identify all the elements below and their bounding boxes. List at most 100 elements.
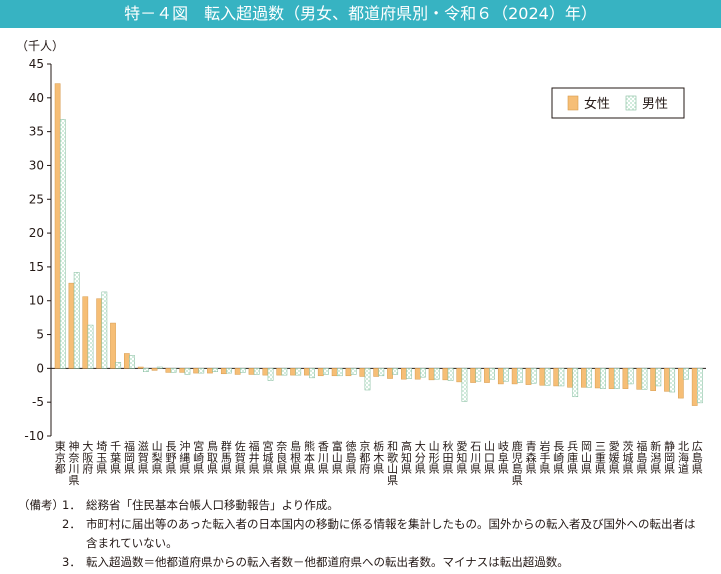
bar-female: [290, 368, 296, 376]
bar-female: [151, 368, 158, 371]
x-tick-label: 岩手県: [539, 439, 550, 476]
bar-female: [581, 368, 587, 388]
x-tick-label: 香川県: [318, 440, 329, 476]
bar-male: [641, 368, 648, 390]
bar-male: [143, 368, 149, 372]
bar-male: [184, 368, 191, 375]
x-tick-label: 愛媛県: [609, 440, 620, 476]
x-tick-label: 東京都: [55, 440, 66, 476]
bar-male: [544, 368, 551, 386]
bar-female: [304, 368, 310, 376]
x-tick-label: 神奈川県: [69, 439, 80, 487]
bar-male: [420, 368, 426, 378]
x-tick-label: 佐賀県: [235, 439, 246, 476]
bar-male: [406, 368, 412, 379]
legend-label-female: 女性: [584, 96, 610, 112]
bar-male: [627, 368, 634, 385]
note-item-2: 2． 市町村に届出等のあった転入者の日本国内の移動に係る情報を集計したもの。国外…: [18, 515, 708, 553]
bar-female: [345, 368, 352, 377]
bar-male: [447, 368, 454, 381]
bar-female: [414, 368, 421, 380]
bar-female: [234, 368, 241, 375]
bar-female: [262, 368, 269, 376]
bar-female: [539, 368, 546, 386]
x-tick-label: 京都府: [359, 439, 370, 476]
y-tick-label: 40: [29, 91, 44, 105]
bar-male: [378, 368, 385, 377]
x-tick-label: 埼玉県: [96, 439, 107, 476]
y-tick-label: -10: [24, 429, 44, 443]
bar-male: [226, 368, 232, 374]
note-number: 3．: [62, 555, 81, 569]
bar-male: [101, 291, 108, 369]
bar-female: [110, 322, 116, 369]
bar-female: [567, 368, 573, 388]
x-tick-label: 岡山県: [581, 440, 592, 476]
bar-male: [392, 368, 399, 375]
bar-female: [525, 368, 532, 385]
x-tick-label: 兵庫県: [567, 440, 578, 476]
bar-female: [622, 368, 629, 389]
x-tick-label: 愛知県: [456, 440, 467, 476]
bar-male: [115, 362, 122, 369]
bar-male: [73, 272, 80, 369]
bar-male: [572, 368, 579, 398]
note-text: 総務省「住民基本台帳人口移動報告」より作成。: [86, 498, 339, 512]
bar-female: [68, 282, 75, 369]
bar-male: [336, 368, 343, 377]
chart-title: 特－４図 転入超過数（男女、都道府県別・令和６（2024）年）: [124, 4, 597, 23]
bar-male: [517, 368, 523, 383]
bar-male: [613, 368, 620, 389]
notes-head: （備考）: [18, 498, 64, 512]
bar-male: [475, 368, 482, 382]
x-tick-label: 和歌山県: [387, 440, 398, 487]
bar-male: [59, 119, 66, 369]
bar-female: [387, 368, 393, 379]
bar-chart: （千人） 45 40 35 30 25 20 15 10 5 0 -5 -10 東京都神奈川県大阪府埼玉県…: [16, 39, 706, 487]
bar-female: [428, 368, 435, 381]
bar-female: [442, 368, 449, 381]
bar-female: [137, 366, 144, 369]
bar-female: [207, 368, 213, 374]
x-tick-label: 北海道: [678, 440, 689, 476]
x-tick-label: 長崎県: [553, 440, 564, 476]
x-tick-label: 千葉県: [110, 440, 121, 476]
bar-male: [600, 368, 606, 389]
notes: （備考） 1． 総務省「住民基本台帳人口移動報告」より作成。 2． 市町村に届出…: [18, 496, 708, 572]
x-tick-label: 長野県: [166, 440, 177, 476]
bar-male: [156, 366, 163, 369]
x-tick-label: 石川県: [470, 440, 481, 476]
bar-male: [253, 368, 260, 375]
x-tick-label: 富山県: [332, 439, 343, 476]
bar-female: [594, 368, 601, 389]
bar-female: [470, 368, 476, 383]
bar-female: [691, 368, 698, 406]
bar-female: [193, 368, 199, 374]
y-tick-label: 10: [29, 294, 44, 308]
bar-female: [359, 368, 366, 377]
bar-male: [323, 368, 329, 375]
legend-label-male: 男性: [642, 97, 668, 112]
x-tick-label: 秋田県: [443, 439, 454, 476]
x-tick-label: 宮崎県: [193, 439, 204, 476]
bar-male: [295, 368, 302, 376]
bar-male: [129, 355, 135, 369]
y-tick-label: 45: [29, 57, 44, 71]
x-tick-label: 三重県: [595, 440, 606, 476]
y-tick-label: 20: [29, 226, 44, 240]
x-tick-label: 山形県: [429, 440, 440, 476]
bar-male: [655, 368, 662, 387]
y-unit-label: （千人）: [16, 39, 64, 53]
note-number: 1．: [62, 498, 81, 512]
note-text: 市町村に届出等のあった転入者の日本国内の移動に係る情報を集計したもの。国外からの…: [86, 517, 696, 550]
bar-male: [87, 324, 94, 369]
bar-female: [456, 368, 463, 383]
note-text: 転入超過数＝他都道府県からの転入者数－他都道府県への転出者数。マイナスは転出超過…: [86, 555, 569, 569]
x-tick-label: 群馬県: [221, 439, 232, 476]
bar-male: [530, 368, 537, 384]
bar-female: [276, 368, 283, 376]
bar-female: [248, 368, 255, 375]
x-tick-label: 大分県: [415, 439, 426, 476]
x-tick-label: 福島県: [636, 439, 647, 476]
x-tick-label: 滋賀県: [138, 440, 149, 476]
